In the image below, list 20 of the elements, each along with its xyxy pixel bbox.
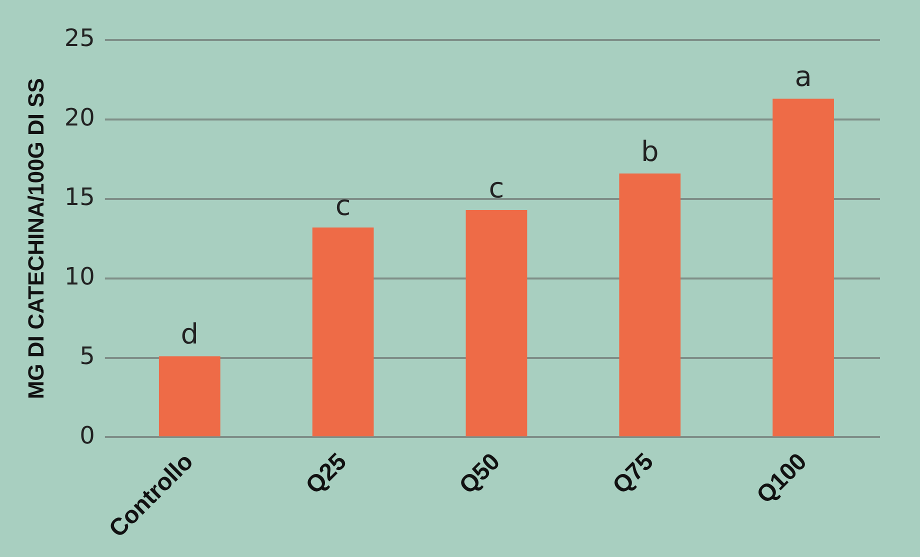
y-tick-label: 25 [64, 24, 95, 52]
y-tick-label: 20 [64, 104, 95, 132]
bar [772, 98, 834, 436]
annotation: a [794, 60, 812, 94]
x-tick-label: Q50 [454, 448, 506, 500]
y-tick-label: 15 [64, 183, 95, 212]
bar [158, 356, 220, 436]
annotation: c [335, 188, 351, 222]
y-axis-title: MG DI CATECHINA/100G DI SS [23, 78, 48, 400]
x-tick-label: Q75 [608, 448, 659, 500]
y-tick-label: 10 [64, 262, 95, 291]
x-tick-label: Q25 [300, 448, 352, 500]
bar [312, 227, 374, 436]
y-tick-label: 0 [80, 421, 95, 450]
annotation: d [180, 317, 199, 350]
bar [466, 210, 528, 436]
annotation: c [488, 171, 504, 204]
y-tick-label: 5 [80, 342, 95, 370]
annotation: b [640, 134, 659, 168]
bar [619, 173, 681, 436]
